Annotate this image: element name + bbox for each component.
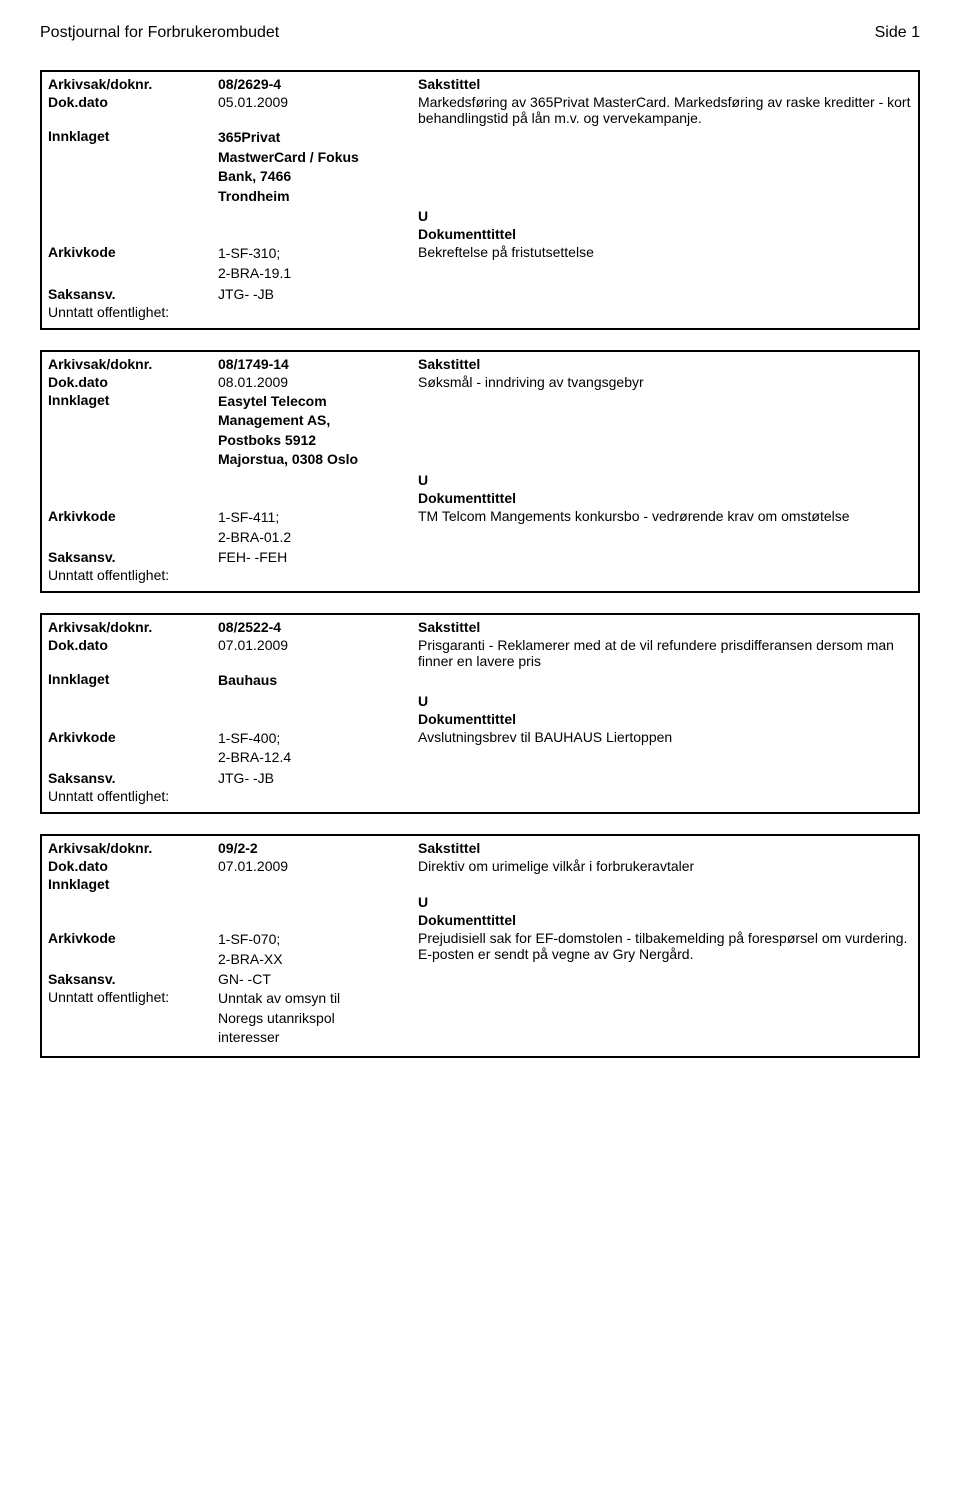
value-arkivkode: 1-SF-310; 2-BRA-19.1 bbox=[218, 244, 418, 283]
value-dokdato: 07.01.2009 bbox=[218, 858, 418, 874]
label-dokumenttittel: Dokumenttittel bbox=[418, 490, 912, 506]
value-doknr: 09/2-2 bbox=[218, 840, 418, 856]
label-dokdato: Dok.dato bbox=[48, 374, 218, 390]
value-arkivkode: 1-SF-070; 2-BRA-XX bbox=[218, 930, 418, 969]
value-dokumenttittel: Prejudisiell sak for EF-domstolen - tilb… bbox=[418, 930, 912, 962]
value-doknr: 08/2522-4 bbox=[218, 619, 418, 635]
label-innklaget: Innklaget bbox=[48, 671, 218, 687]
journal-title: Postjournal for Forbrukerombudet bbox=[40, 24, 279, 42]
label-innklaget: Innklaget bbox=[48, 128, 218, 144]
value-dokumenttittel: Avslutningsbrev til BAUHAUS Liertoppen bbox=[418, 729, 912, 745]
value-doknr: 08/1749-14 bbox=[218, 356, 418, 372]
journal-card: Arkivsak/doknr. 09/2-2 Sakstittel Dok.da… bbox=[40, 834, 920, 1058]
label-sakstittel: Sakstittel bbox=[418, 356, 912, 372]
label-u: U bbox=[418, 208, 912, 224]
value-innklaget: Bauhaus bbox=[218, 671, 418, 691]
value-unntatt: Unntak av omsyn til Noregs utanrikspol i… bbox=[218, 989, 418, 1048]
value-arkivkode: 1-SF-411; 2-BRA-01.2 bbox=[218, 508, 418, 547]
value-dokdato: 05.01.2009 bbox=[218, 94, 418, 110]
value-sakstittel: Søksmål - inndriving av tvangsgebyr bbox=[418, 374, 912, 390]
label-arkivsak-doknr: Arkivsak/doknr. bbox=[48, 76, 218, 92]
value-sakstittel: Markedsføring av 365Privat MasterCard. M… bbox=[418, 94, 912, 126]
value-dokdato: 08.01.2009 bbox=[218, 374, 418, 390]
value-innklaget: Easytel Telecom Management AS, Postboks … bbox=[218, 392, 418, 470]
label-unntatt: Unntatt offentlighet: bbox=[48, 989, 218, 1005]
value-arkivkode: 1-SF-400; 2-BRA-12.4 bbox=[218, 729, 418, 768]
label-saksansv: Saksansv. bbox=[48, 971, 218, 987]
label-dokdato: Dok.dato bbox=[48, 94, 218, 110]
label-unntatt: Unntatt offentlighet: bbox=[48, 567, 218, 583]
label-dokdato: Dok.dato bbox=[48, 637, 218, 653]
label-arkivkode: Arkivkode bbox=[48, 930, 218, 946]
value-dokumenttittel: TM Telcom Mangements konkursbo - vedrøre… bbox=[418, 508, 912, 524]
value-saksansv: JTG- -JB bbox=[218, 770, 418, 786]
value-sakstittel: Direktiv om urimelige vilkår i forbruker… bbox=[418, 858, 912, 874]
label-saksansv: Saksansv. bbox=[48, 549, 218, 565]
label-arkivkode: Arkivkode bbox=[48, 729, 218, 745]
journal-card: Arkivsak/doknr. 08/2522-4 Sakstittel Dok… bbox=[40, 613, 920, 814]
value-doknr: 08/2629-4 bbox=[218, 76, 418, 92]
cards-container: Arkivsak/doknr. 08/2629-4 Sakstittel Dok… bbox=[40, 70, 920, 1058]
value-saksansv: FEH- -FEH bbox=[218, 549, 418, 565]
journal-card: Arkivsak/doknr. 08/2629-4 Sakstittel Dok… bbox=[40, 70, 920, 330]
label-saksansv: Saksansv. bbox=[48, 286, 218, 302]
page-header: Postjournal for Forbrukerombudet Side 1 bbox=[40, 24, 920, 42]
label-innklaget: Innklaget bbox=[48, 876, 218, 892]
label-innklaget: Innklaget bbox=[48, 392, 218, 408]
label-u: U bbox=[418, 472, 912, 488]
label-arkivsak-doknr: Arkivsak/doknr. bbox=[48, 840, 218, 856]
label-arkivsak-doknr: Arkivsak/doknr. bbox=[48, 356, 218, 372]
value-dokumenttittel: Bekreftelse på fristutsettelse bbox=[418, 244, 912, 260]
page-number: Side 1 bbox=[875, 24, 920, 42]
value-innklaget: 365Privat MastwerCard / Fokus Bank, 7466… bbox=[218, 128, 418, 206]
label-u: U bbox=[418, 693, 912, 709]
label-dokumenttittel: Dokumenttittel bbox=[418, 711, 912, 727]
journal-card: Arkivsak/doknr. 08/1749-14 Sakstittel Do… bbox=[40, 350, 920, 594]
label-saksansv: Saksansv. bbox=[48, 770, 218, 786]
value-saksansv: GN- -CT bbox=[218, 971, 418, 987]
label-u: U bbox=[418, 894, 912, 910]
label-arkivsak-doknr: Arkivsak/doknr. bbox=[48, 619, 218, 635]
label-sakstittel: Sakstittel bbox=[418, 76, 912, 92]
label-dokumenttittel: Dokumenttittel bbox=[418, 912, 912, 928]
value-saksansv: JTG- -JB bbox=[218, 286, 418, 302]
label-unntatt: Unntatt offentlighet: bbox=[48, 788, 218, 804]
value-sakstittel: Prisgaranti - Reklamerer med at de vil r… bbox=[418, 637, 912, 669]
label-sakstittel: Sakstittel bbox=[418, 619, 912, 635]
label-dokdato: Dok.dato bbox=[48, 858, 218, 874]
label-arkivkode: Arkivkode bbox=[48, 508, 218, 524]
label-unntatt: Unntatt offentlighet: bbox=[48, 304, 218, 320]
label-arkivkode: Arkivkode bbox=[48, 244, 218, 260]
label-dokumenttittel: Dokumenttittel bbox=[418, 226, 912, 242]
label-sakstittel: Sakstittel bbox=[418, 840, 912, 856]
value-dokdato: 07.01.2009 bbox=[218, 637, 418, 653]
